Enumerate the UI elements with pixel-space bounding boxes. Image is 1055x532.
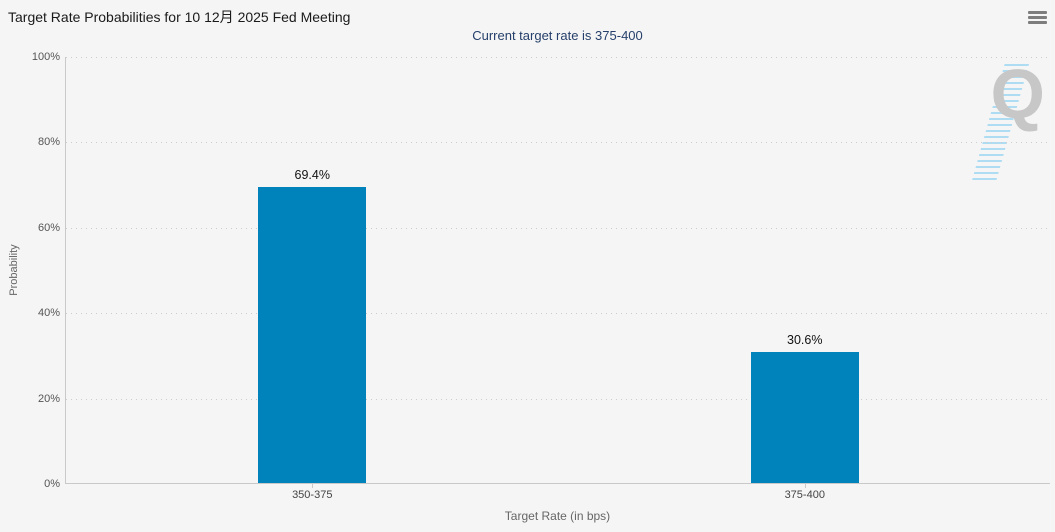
y-tick-label: 60% [37, 221, 60, 234]
x-tick-label: 375-400 [784, 489, 825, 501]
y-tick-label: 80% [37, 136, 60, 149]
y-tick-label: 40% [37, 307, 60, 320]
menu-bar [1028, 16, 1047, 19]
probability-bar[interactable] [750, 352, 859, 483]
quikstrike-q-logo: Q [990, 55, 1045, 133]
bar-value-label: 69.4% [294, 167, 330, 182]
h-gridline [66, 142, 1050, 144]
bar-value-label: 30.6% [787, 333, 823, 348]
h-gridline [66, 398, 1050, 400]
hamburger-menu-icon[interactable] [1028, 11, 1047, 24]
probability-bar[interactable] [258, 186, 367, 483]
h-gridline [66, 57, 1050, 58]
menu-bar [1028, 11, 1047, 14]
y-tick-label: 20% [37, 392, 60, 405]
y-tick-label: 0% [44, 478, 60, 490]
plot-area: 0% 20% 40% 60% 80% 100% 69.4% 350-375 30.6% 375-4… [32, 51, 1050, 501]
h-gridline [66, 227, 1050, 229]
y-axis-title: Probability [8, 244, 20, 296]
y-tick-label: 100% [31, 51, 60, 63]
x-tick-mark [312, 483, 314, 488]
current-target-rate-subtitle: Current target rate is 375-400 [472, 28, 643, 43]
x-axis-title: Target Rate (in bps) [504, 509, 611, 523]
chart-title: Target Rate Probabilities for 10 12月 202… [8, 9, 351, 25]
menu-bar [1028, 21, 1047, 24]
x-tick-mark [804, 483, 806, 488]
h-gridline [66, 313, 1050, 315]
x-tick-label: 350-375 [292, 489, 333, 501]
